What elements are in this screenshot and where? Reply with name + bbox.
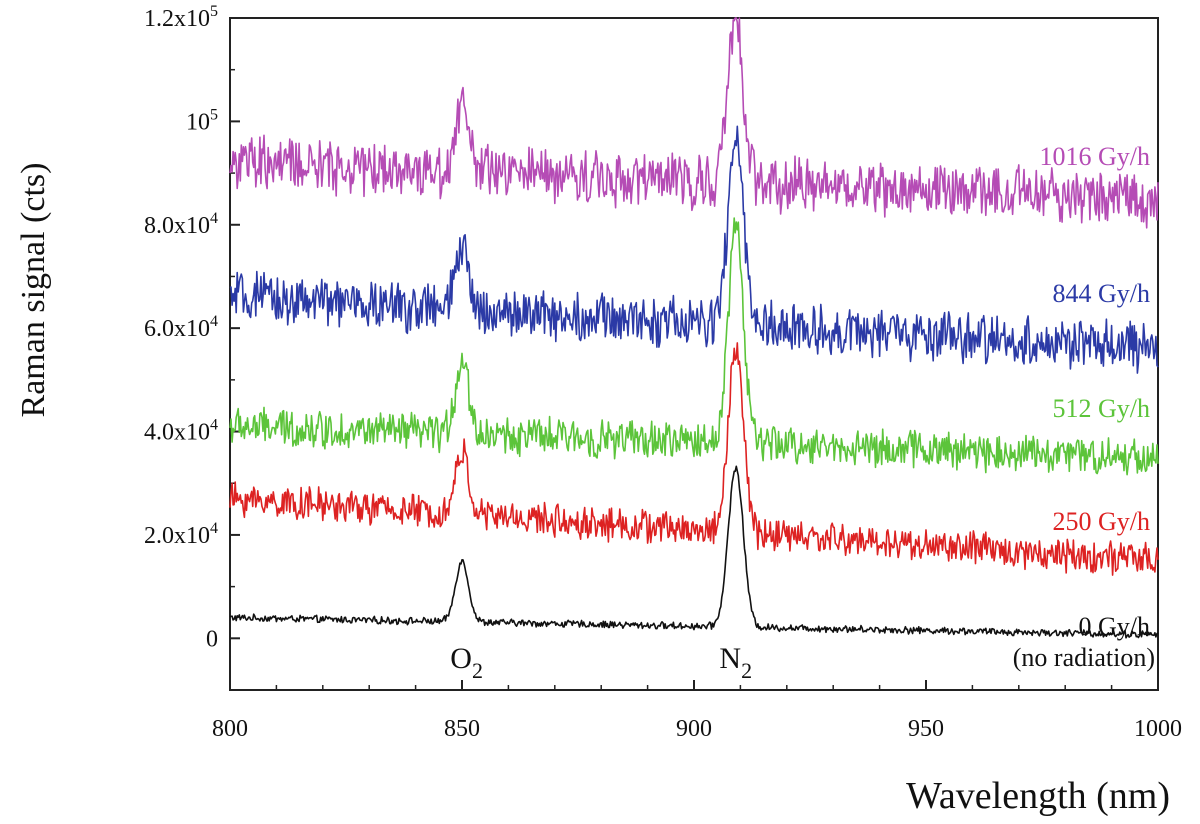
y-tick-label-40000: 4.0x104 xyxy=(144,417,218,446)
x-axis: 800 850 900 950 1000 xyxy=(212,680,1182,742)
y-tick-label-0: 0 xyxy=(206,626,218,652)
y-tick-label-120000: 1.2x105 xyxy=(144,3,218,32)
y-tick-label-100000: 105 xyxy=(186,106,218,135)
x-tick-label-1000: 1000 xyxy=(1134,716,1182,742)
x-tick-label-850: 850 xyxy=(444,716,480,742)
series-label-1: 250 Gy/h xyxy=(1053,507,1151,536)
series-label-4: 1016 Gy/h xyxy=(1040,142,1151,171)
series-label-2: 512 Gy/h xyxy=(1053,394,1151,423)
series-line-4 xyxy=(229,17,1159,229)
series-label-3: 844 Gy/h xyxy=(1053,279,1151,308)
series-line-0 xyxy=(229,465,1159,639)
series-line-1 xyxy=(229,342,1159,576)
no-radiation-note: (no radiation) xyxy=(1013,643,1155,672)
x-tick-label-800: 800 xyxy=(212,716,248,742)
series-line-3 xyxy=(229,125,1159,374)
y-axis: 0 2.0x104 4.0x104 6.0x104 8.0x104 105 1.2x105 xyxy=(144,3,240,691)
series-label-0: 0 Gy/h xyxy=(1079,612,1151,641)
x-tick-label-950: 950 xyxy=(908,716,944,742)
y-tick-label-20000: 2.0x104 xyxy=(144,520,218,549)
peak-annotations: O2 N2 xyxy=(450,642,752,683)
legend-labels: 0 Gy/h 250 Gy/h 512 Gy/h 844 Gy/h 1016 Gy/h xyxy=(1040,142,1151,641)
series-line-2 xyxy=(229,217,1159,476)
x-tick-label-900: 900 xyxy=(676,716,712,742)
x-axis-title: Wavelength (nm) xyxy=(906,775,1170,817)
peak-label-0: O2 xyxy=(450,642,483,683)
peak-label-1: N2 xyxy=(719,642,752,683)
y-tick-label-60000: 6.0x104 xyxy=(144,313,218,342)
y-axis-title: Raman signal (cts) xyxy=(15,163,52,418)
y-tick-label-80000: 8.0x104 xyxy=(144,210,218,239)
series-group xyxy=(229,17,1159,639)
